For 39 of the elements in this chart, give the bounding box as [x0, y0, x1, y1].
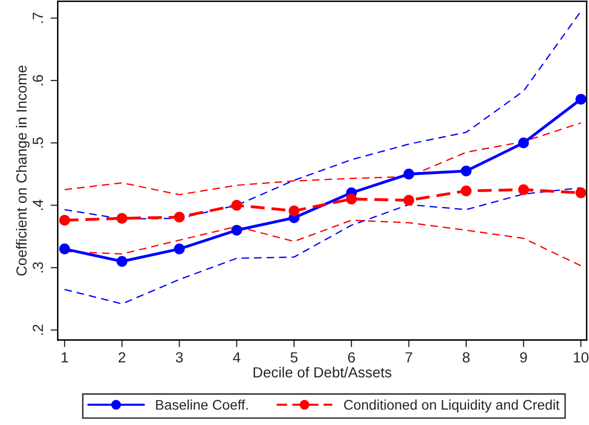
point	[518, 137, 529, 148]
point	[231, 200, 242, 211]
point	[518, 184, 529, 196]
point	[403, 168, 414, 180]
legend-label: Baseline Coeff.	[156, 400, 248, 410]
y-tick-label: .5	[32, 137, 44, 148]
x-tick-label: 9	[520, 352, 527, 363]
y-tick-label: .3	[32, 262, 44, 272]
x-tick-label: 1	[62, 352, 68, 362]
point	[116, 212, 128, 224]
point	[174, 212, 185, 222]
point	[174, 244, 185, 254]
point	[576, 94, 586, 105]
x-tick-label: 8	[462, 352, 470, 363]
point	[403, 194, 414, 206]
x-tick-label: 5	[290, 352, 298, 363]
x-axis-title: Decile of Debt/Assets	[254, 366, 392, 378]
legend-label: Conditioned on Liquidity and Credit	[344, 400, 560, 412]
point	[576, 187, 586, 198]
x-tick-label: 10	[574, 352, 588, 363]
y-tick-label: .2	[32, 324, 43, 335]
point	[116, 256, 128, 267]
point	[59, 244, 70, 254]
point	[288, 205, 300, 216]
point	[59, 214, 70, 226]
line-series	[64, 122, 582, 196]
x-tick-label: 7	[406, 352, 412, 362]
x-tick-label: 6	[348, 352, 355, 363]
y-tick-label: .4	[32, 200, 43, 210]
x-tick-label: 4	[232, 352, 240, 362]
x-tick-label: 2	[118, 352, 126, 362]
point	[460, 186, 472, 196]
y-axis-title: Coefficient on Change in Income	[16, 66, 30, 276]
y-tick-label: .6	[32, 75, 44, 86]
point	[231, 224, 242, 236]
point	[460, 166, 472, 176]
point	[346, 194, 357, 204]
x-tick-label: 3	[176, 352, 183, 363]
y-tick-label: .7	[32, 12, 43, 23]
